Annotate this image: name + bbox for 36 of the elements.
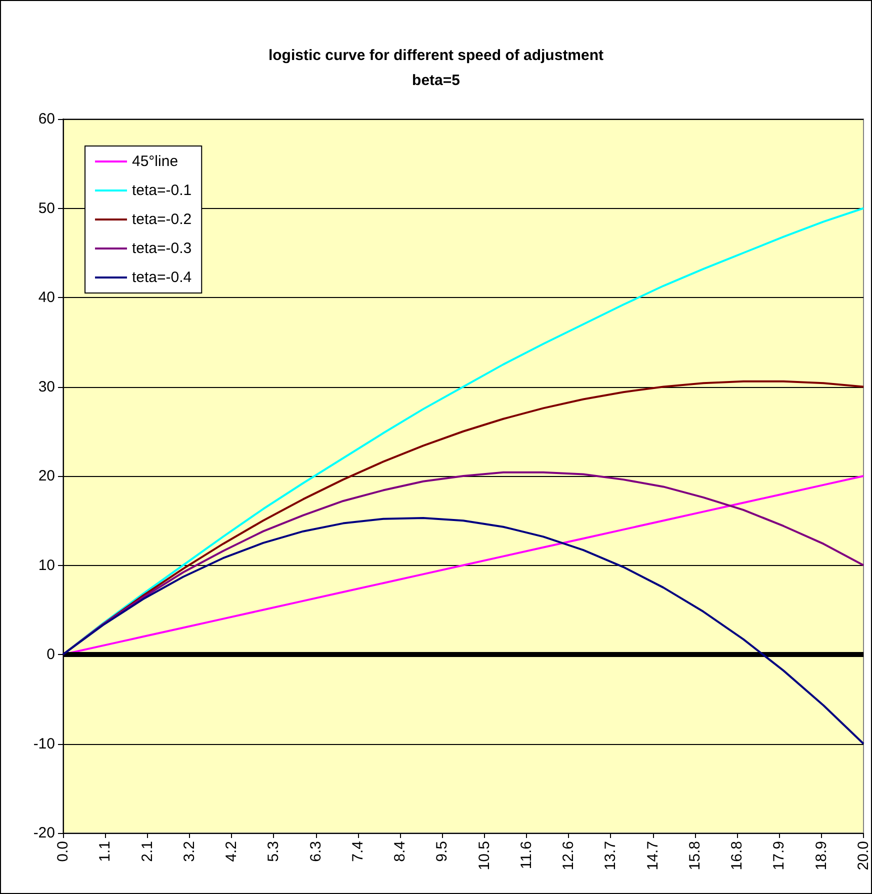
x-tick-label: 7.4 bbox=[349, 841, 366, 862]
x-tick-label: 1.1 bbox=[96, 841, 114, 862]
x-tick-label: 10.5 bbox=[476, 841, 493, 870]
y-tick-label: 20 bbox=[38, 468, 55, 484]
x-tick-label: 6.3 bbox=[307, 841, 324, 862]
y-tick-label: 50 bbox=[38, 200, 55, 217]
x-tick-label: 16.8 bbox=[728, 841, 746, 870]
x-tick-label: 8.4 bbox=[392, 841, 409, 862]
x-tick-label: 13.7 bbox=[602, 841, 620, 870]
x-tick-label: 5.3 bbox=[265, 841, 282, 862]
y-tick-label: -10 bbox=[33, 735, 55, 752]
x-tick-label: 18.9 bbox=[812, 841, 830, 870]
chart-title: logistic curve for different speed of adjustment bbox=[268, 47, 604, 64]
y-tick-label: 60 bbox=[38, 110, 55, 128]
x-tick-label: 17.9 bbox=[770, 841, 788, 870]
x-tick-label: 3.2 bbox=[180, 841, 198, 862]
y-tick-label: 0 bbox=[46, 646, 55, 663]
x-tick-label: 0.0 bbox=[54, 841, 72, 862]
y-tick-label: 40 bbox=[38, 289, 55, 306]
x-tick-label: 2.1 bbox=[138, 841, 156, 862]
y-tick-label: 30 bbox=[38, 378, 55, 396]
x-tick-label: 20.0 bbox=[855, 841, 872, 870]
y-tick-label: 10 bbox=[38, 556, 55, 574]
legend-label: teta=-0.1 bbox=[132, 182, 192, 199]
legend-label: teta=-0.4 bbox=[132, 269, 192, 286]
legend-label: teta=-0.2 bbox=[132, 211, 192, 228]
legend-label: 45°line bbox=[132, 153, 178, 170]
x-tick-label: 11.6 bbox=[518, 841, 535, 870]
chart-subtitle: beta=5 bbox=[412, 72, 460, 89]
legend-label: teta=-0.3 bbox=[132, 240, 192, 257]
x-tick-label: 4.2 bbox=[223, 841, 240, 862]
y-tick-label: -20 bbox=[33, 824, 55, 842]
x-tick-label: 12.6 bbox=[560, 841, 578, 870]
x-tick-label: 14.7 bbox=[644, 841, 662, 870]
x-tick-label: 15.8 bbox=[686, 841, 704, 870]
x-tick-label: 9.5 bbox=[434, 841, 451, 862]
